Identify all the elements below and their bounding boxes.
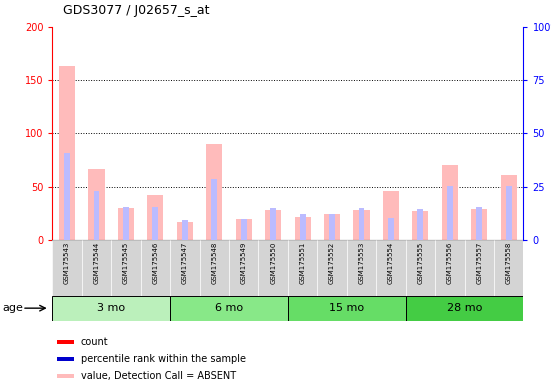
Bar — [52, 240, 82, 296]
Text: GSM175546: GSM175546 — [153, 242, 158, 284]
Bar — [418, 209, 423, 240]
Text: 15 mo: 15 mo — [329, 303, 364, 313]
Bar — [258, 240, 288, 296]
Bar — [170, 296, 288, 321]
Text: GSM175549: GSM175549 — [241, 242, 247, 284]
Text: GSM175547: GSM175547 — [182, 242, 188, 284]
Bar — [57, 357, 73, 361]
Bar — [506, 185, 512, 240]
Bar — [447, 185, 453, 240]
Bar — [265, 210, 281, 240]
Text: GSM175550: GSM175550 — [270, 242, 276, 284]
Bar — [376, 240, 406, 296]
Bar — [476, 207, 482, 240]
Text: GSM175557: GSM175557 — [476, 242, 482, 284]
Text: GSM175553: GSM175553 — [359, 242, 365, 284]
Text: GSM175548: GSM175548 — [211, 242, 217, 284]
Bar — [300, 214, 306, 240]
Text: GSM175555: GSM175555 — [418, 242, 423, 284]
Text: GSM175556: GSM175556 — [447, 242, 453, 284]
Bar — [147, 195, 164, 240]
Bar — [123, 207, 129, 240]
Bar — [435, 240, 464, 296]
Bar — [64, 152, 70, 240]
Text: GSM175552: GSM175552 — [329, 242, 335, 284]
Text: value, Detection Call = ABSENT: value, Detection Call = ABSENT — [80, 371, 236, 381]
Text: GSM175554: GSM175554 — [388, 242, 394, 284]
Text: age: age — [3, 303, 24, 313]
Bar — [170, 240, 199, 296]
Bar — [406, 296, 523, 321]
Bar — [442, 166, 458, 240]
Bar — [501, 175, 517, 240]
Bar — [241, 219, 247, 240]
Bar — [212, 179, 217, 240]
Bar — [317, 240, 347, 296]
Bar — [229, 240, 258, 296]
Text: GSM175543: GSM175543 — [64, 242, 70, 284]
Bar — [329, 214, 335, 240]
Bar — [118, 208, 134, 240]
Bar — [471, 209, 488, 240]
Bar — [177, 222, 193, 240]
Bar — [494, 240, 523, 296]
Text: GSM175544: GSM175544 — [94, 242, 100, 284]
Bar — [464, 240, 494, 296]
Bar — [288, 296, 406, 321]
Bar — [388, 218, 394, 240]
Text: GDS3077 / J02657_s_at: GDS3077 / J02657_s_at — [63, 4, 210, 17]
Bar — [206, 144, 223, 240]
Text: GSM175551: GSM175551 — [300, 242, 306, 284]
Bar — [236, 219, 252, 240]
Bar — [383, 191, 399, 240]
Bar — [412, 211, 429, 240]
Bar — [347, 240, 376, 296]
Bar — [52, 296, 170, 321]
Bar — [199, 240, 229, 296]
Bar — [406, 240, 435, 296]
Bar — [288, 240, 317, 296]
Bar — [59, 66, 75, 240]
Bar — [94, 191, 99, 240]
Bar — [88, 169, 105, 240]
Bar — [324, 214, 340, 240]
Text: GSM175558: GSM175558 — [506, 242, 512, 284]
Text: 6 mo: 6 mo — [215, 303, 243, 313]
Text: 28 mo: 28 mo — [447, 303, 482, 313]
Bar — [182, 220, 188, 240]
Bar — [141, 240, 170, 296]
Bar — [295, 217, 311, 240]
Bar — [153, 207, 158, 240]
Bar — [57, 340, 73, 344]
Bar — [57, 374, 73, 378]
Text: GSM175545: GSM175545 — [123, 242, 129, 284]
Bar — [270, 208, 276, 240]
Text: percentile rank within the sample: percentile rank within the sample — [80, 354, 246, 364]
Bar — [353, 210, 370, 240]
Bar — [82, 240, 111, 296]
Text: count: count — [80, 337, 108, 347]
Bar — [111, 240, 141, 296]
Text: 3 mo: 3 mo — [97, 303, 125, 313]
Bar — [359, 208, 364, 240]
